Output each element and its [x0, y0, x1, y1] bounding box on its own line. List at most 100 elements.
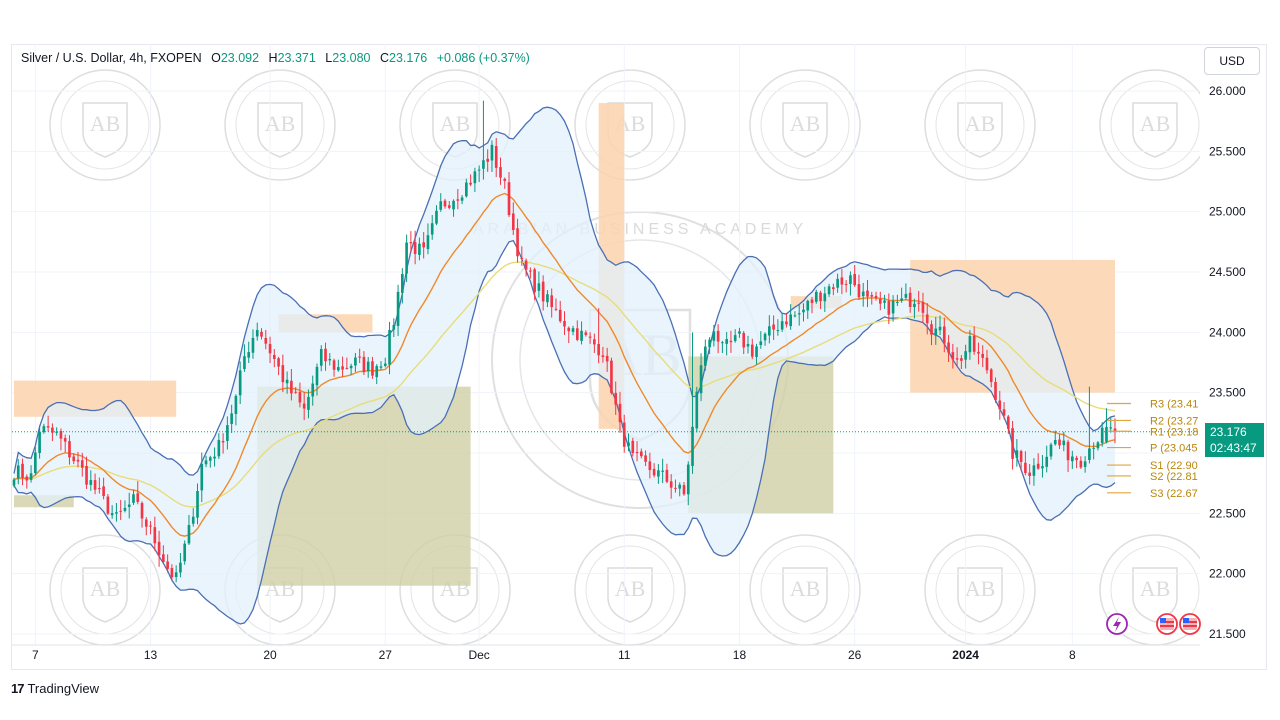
candle	[324, 342, 327, 371]
candle	[281, 354, 285, 393]
candle	[106, 494, 110, 515]
candle	[635, 441, 639, 462]
lightning-icon[interactable]	[1106, 613, 1128, 635]
candle-body	[1015, 450, 1019, 458]
candle	[575, 320, 579, 342]
candle-body	[925, 314, 929, 324]
candle	[964, 344, 967, 369]
candle-body	[452, 200, 455, 210]
candle	[260, 328, 263, 340]
candle-body	[597, 343, 600, 356]
candle-body	[776, 330, 780, 332]
candle-body	[341, 366, 344, 370]
symbol-title: Silver / U.S. Dollar, 4h, FXOPEN	[21, 51, 202, 65]
candle	[896, 294, 899, 307]
us-flag-event-icon-2[interactable]	[1179, 613, 1201, 635]
candle-body	[618, 403, 622, 423]
x-tick-label: 7	[32, 648, 39, 662]
watermark-badge: AB	[1099, 534, 1211, 646]
candle-body	[490, 144, 494, 161]
candle-body	[738, 331, 741, 334]
candle-body	[166, 561, 169, 569]
candle-body	[1092, 447, 1095, 449]
candle	[870, 291, 874, 305]
candle-body	[994, 381, 997, 401]
candle	[750, 338, 754, 360]
candle-body	[793, 315, 797, 317]
candle-body	[964, 351, 967, 360]
tradingview-brand[interactable]: 17 TradingView	[11, 681, 99, 696]
watermark-badge: AB	[749, 534, 861, 646]
candle	[925, 303, 929, 335]
change-value: +0.086 (+0.37%)	[436, 51, 530, 65]
candle	[149, 521, 152, 535]
symbol-legend[interactable]: Silver / U.S. Dollar, 4h, FXOPEN O23.092…	[21, 51, 530, 65]
candle	[819, 290, 822, 309]
candle	[221, 433, 225, 454]
candle	[358, 348, 361, 364]
candle	[857, 274, 861, 300]
candle	[16, 459, 20, 485]
candle	[529, 267, 532, 279]
candle-body	[106, 496, 110, 514]
candle	[354, 352, 357, 373]
candle	[93, 473, 97, 495]
candle	[34, 446, 37, 476]
candle-body	[908, 292, 912, 307]
candle	[110, 505, 114, 519]
candle	[823, 286, 827, 312]
candle-body	[780, 321, 784, 330]
candle-body	[102, 486, 105, 497]
candle-body	[733, 335, 737, 341]
x-tick-label: 18	[733, 648, 747, 662]
chart-frame[interactable]	[11, 44, 1267, 670]
candle-body	[435, 210, 438, 224]
candle-body	[823, 293, 827, 302]
candle	[913, 298, 916, 319]
candle-body	[832, 287, 835, 290]
candle-body	[405, 242, 408, 274]
candle	[490, 140, 494, 172]
candle-body	[704, 346, 707, 366]
us-flag-event-icon[interactable]	[1156, 613, 1178, 635]
candle-body	[1041, 466, 1044, 469]
open-label: O	[211, 51, 221, 65]
candle-body	[328, 358, 332, 361]
candle	[520, 246, 524, 266]
watermark-badge: AB	[399, 69, 511, 181]
watermark-badge: AB	[574, 69, 686, 181]
y-tick-label: 22.000	[1209, 567, 1246, 581]
candle	[874, 291, 878, 301]
candle-body	[806, 300, 810, 311]
watermark-initials: AB	[1140, 111, 1171, 136]
watermark-badge: AB	[574, 534, 686, 646]
pivot-label: P (23.045	[1150, 443, 1198, 455]
candle-body	[691, 426, 694, 466]
candle	[814, 289, 818, 304]
candle-body	[307, 396, 310, 410]
candle	[695, 386, 699, 433]
candle-body	[80, 460, 84, 468]
candle-body	[1096, 442, 1100, 449]
candle-body	[443, 200, 447, 207]
candle-body	[132, 494, 135, 503]
candle-body	[324, 348, 327, 362]
open-value: 23.092	[220, 51, 260, 65]
x-tick-label: 11	[618, 648, 631, 662]
candle	[511, 202, 515, 236]
candle	[80, 452, 84, 477]
currency-selector[interactable]: USD	[1204, 47, 1260, 75]
candle-body	[802, 309, 805, 313]
candle-body	[136, 493, 140, 502]
candle	[537, 271, 541, 298]
candle-body	[76, 459, 80, 462]
candle	[721, 340, 724, 354]
candle-body	[1062, 440, 1066, 446]
candle	[413, 230, 417, 265]
watermark-badge: AB	[224, 69, 336, 181]
candle-body	[674, 487, 677, 489]
watermark-initials: AB	[965, 111, 996, 136]
x-tick-label: 2024	[952, 648, 979, 662]
candle	[883, 294, 886, 309]
